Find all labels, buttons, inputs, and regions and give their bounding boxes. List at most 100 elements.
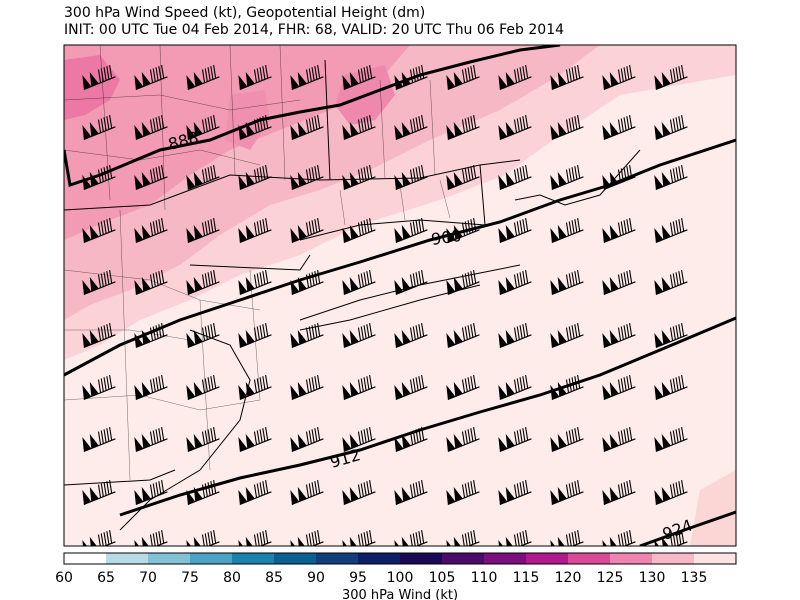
wind-barb xyxy=(186,64,220,91)
wind-barb xyxy=(446,479,480,506)
colorbar-cell xyxy=(358,553,401,564)
colorbar-tick-label: 100 xyxy=(387,570,414,586)
colorbar-cell xyxy=(568,553,611,564)
wind-barb xyxy=(654,269,688,296)
wind-barb xyxy=(654,374,688,401)
wind-barb xyxy=(654,322,688,349)
wind-barb xyxy=(394,217,428,244)
wind-barb xyxy=(290,64,324,91)
wind-barb xyxy=(134,164,168,191)
wind-barb xyxy=(550,426,584,453)
contour-924 xyxy=(639,510,736,546)
wind-barb xyxy=(82,114,116,141)
wind-barb xyxy=(186,426,220,453)
wind-barb xyxy=(238,164,272,191)
wind-barb xyxy=(498,426,532,453)
wind-barb xyxy=(446,529,480,546)
height-contours xyxy=(64,45,736,546)
wind-barb xyxy=(82,374,116,401)
wind-barb xyxy=(290,164,324,191)
colorbar-cell xyxy=(274,553,317,564)
wind-barb xyxy=(550,269,584,296)
wind-barb xyxy=(498,374,532,401)
colorbar-cells xyxy=(64,553,737,564)
wind-barb xyxy=(342,114,376,141)
wind-barb xyxy=(134,479,168,506)
colorbar-tick-label: 75 xyxy=(181,570,199,586)
colorbar-cell xyxy=(232,553,275,564)
wind-barb xyxy=(602,269,636,296)
wind-barb xyxy=(342,426,376,453)
wind-barb xyxy=(238,374,272,401)
wind-barb xyxy=(602,529,636,546)
colorbar-cell xyxy=(652,553,695,564)
wind-barb xyxy=(394,479,428,506)
colorbar-tick-label: 130 xyxy=(639,570,666,586)
colorbar-tick-label: 70 xyxy=(139,570,157,586)
wind-barb xyxy=(290,426,324,453)
wind-barb xyxy=(238,114,272,141)
colorbar-tick-label: 65 xyxy=(97,570,115,586)
wind-shade-deep-3 xyxy=(225,90,270,150)
wind-barb xyxy=(186,479,220,506)
wind-barb xyxy=(238,269,272,296)
colorbar-frame xyxy=(63,552,737,565)
colorbar-cell xyxy=(190,553,233,564)
colorbar-tick-label: 60 xyxy=(55,570,73,586)
wind-barb xyxy=(446,374,480,401)
wind-barb xyxy=(446,269,480,296)
wind-barb xyxy=(498,114,532,141)
wind-barb xyxy=(550,374,584,401)
wind-barb xyxy=(342,529,376,546)
colorbar-tick-label: 85 xyxy=(265,570,283,586)
colorbar-cell xyxy=(610,553,653,564)
wind-barb xyxy=(342,374,376,401)
wind-barb xyxy=(498,269,532,296)
map-frame xyxy=(63,44,737,547)
wind-barb xyxy=(550,164,584,191)
wind-barb xyxy=(186,374,220,401)
wind-barb xyxy=(238,322,272,349)
wind-barb xyxy=(550,114,584,141)
contour-912 xyxy=(119,316,736,517)
wind-barb xyxy=(82,426,116,453)
wind-barb xyxy=(394,426,428,453)
wind-barb xyxy=(134,217,168,244)
wind-barb xyxy=(342,479,376,506)
colorbar-tick-label: 105 xyxy=(429,570,456,586)
colorbar-tick-label: 135 xyxy=(681,570,708,586)
colorbar-tick-label: 115 xyxy=(513,570,540,586)
wind-barb xyxy=(186,217,220,244)
wind-barb xyxy=(446,426,480,453)
wind-barb xyxy=(654,479,688,506)
wind-barb xyxy=(134,322,168,349)
wind-barbs xyxy=(82,64,688,546)
wind-barb xyxy=(290,217,324,244)
colorbar-cell xyxy=(64,553,107,564)
colorbar-cell xyxy=(148,553,191,564)
wind-barb xyxy=(654,64,688,91)
wind-barb xyxy=(186,269,220,296)
wind-barb xyxy=(654,217,688,244)
wind-barb xyxy=(82,529,116,546)
wind-barb xyxy=(602,322,636,349)
wind-barb xyxy=(498,479,532,506)
colorbar-cell xyxy=(316,553,359,564)
wind-barb xyxy=(342,322,376,349)
colorbar-ticks: 60 65 70 75 80 85 90 95 100 105 110 115 120 125 130 135 xyxy=(55,570,707,586)
colorbar-cell xyxy=(484,553,527,564)
colorbar-cell xyxy=(106,553,149,564)
wind-barb xyxy=(342,217,376,244)
wind-barb xyxy=(342,164,376,191)
map-title: 300 hPa Wind Speed (kt), Geopotential He… xyxy=(64,5,426,21)
wind-barb xyxy=(290,374,324,401)
colorbar-cell xyxy=(442,553,485,564)
map-subtitle: INIT: 00 UTC Tue 04 Feb 2014, FHR: 68, V… xyxy=(64,22,565,38)
wind-barb xyxy=(602,479,636,506)
wind-barb xyxy=(290,479,324,506)
wind-barb xyxy=(82,164,116,191)
wind-barb xyxy=(342,269,376,296)
colorbar-tick-label: 90 xyxy=(307,570,325,586)
wind-barb xyxy=(498,64,532,91)
